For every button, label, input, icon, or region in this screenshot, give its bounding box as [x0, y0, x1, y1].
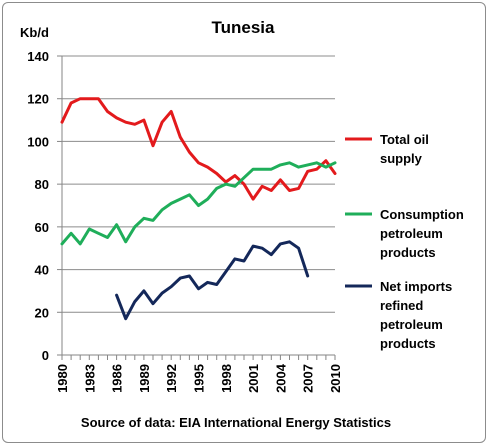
legend-label-3: petroleum: [380, 317, 443, 332]
x-tick-label: 1986: [110, 364, 125, 393]
legend-label-2: petroleum: [380, 226, 443, 241]
x-tick-label: 1998: [219, 364, 234, 393]
legend-label-3: refined: [380, 298, 423, 313]
y-tick-label: 40: [35, 263, 49, 278]
x-axis-ticks: 1980 1983 1986 1989 1992 1995 1998 2001 2004 2007…: [55, 355, 343, 393]
y-tick-label: 120: [27, 92, 49, 107]
legend-label-1: Total oil: [380, 132, 429, 147]
chart-title: Tunesia: [212, 18, 276, 37]
source-note: Source of data: EIA International Energy…: [81, 415, 391, 430]
legend: Total oil supply Consumption petroleum produ…: [345, 132, 464, 351]
x-tick-label: 1995: [192, 364, 207, 393]
gridlines: [62, 55, 335, 313]
series-line-2: [60, 161, 337, 246]
series-line-1: [60, 97, 337, 201]
y-axis-label: Kb/d: [20, 25, 49, 40]
legend-label-1: supply: [380, 151, 423, 166]
y-tick-label: 60: [35, 220, 49, 235]
legend-label-2: Consumption: [380, 207, 464, 222]
y-tick-label: 80: [35, 177, 49, 192]
y-tick-label: 140: [27, 49, 49, 64]
y-tick-label: 0: [42, 348, 49, 363]
x-tick-label: 1989: [137, 364, 152, 393]
x-tick-label: 2010: [328, 364, 343, 393]
y-tick-label: 20: [35, 305, 49, 320]
chart-frame: [2, 2, 486, 443]
x-tick-label: 1980: [55, 364, 70, 393]
series-line-3: [115, 240, 310, 321]
x-tick-label: 2004: [273, 363, 288, 393]
x-tick-label: 2001: [246, 364, 261, 393]
x-tick-label: 1992: [164, 364, 179, 393]
series-lines: [60, 97, 337, 321]
x-tick-label: 1983: [82, 364, 97, 393]
y-axis-ticks: 0 20 40 60 80 100 120 140: [27, 49, 62, 363]
x-tick-label: 2007: [301, 364, 316, 393]
legend-label-3: Net imports: [380, 279, 452, 294]
legend-label-3: products: [380, 336, 436, 351]
legend-label-2: products: [380, 245, 436, 260]
y-tick-label: 100: [27, 134, 49, 149]
